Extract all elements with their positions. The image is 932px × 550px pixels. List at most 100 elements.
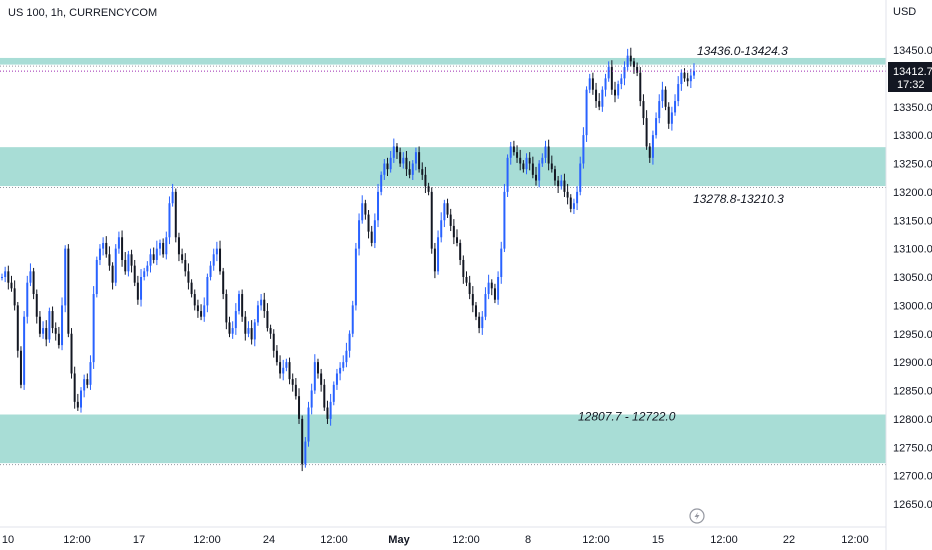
candle-body <box>440 220 443 238</box>
zone-band[interactable] <box>0 147 886 187</box>
candle-body <box>531 163 534 175</box>
y-tick-label: 12850.0 <box>893 386 932 398</box>
candle-body <box>92 294 95 363</box>
candle-body <box>421 169 424 175</box>
candle-body <box>310 390 313 408</box>
candle-body <box>386 163 389 170</box>
candle-body <box>405 157 408 170</box>
candle-body <box>209 265 212 277</box>
candle-body <box>10 282 13 289</box>
zone-band[interactable] <box>0 57 886 65</box>
candle-body <box>465 277 468 283</box>
candle-body <box>42 328 45 334</box>
candle-body <box>651 135 654 158</box>
y-tick-label: 12700.0 <box>893 471 932 483</box>
candle-body <box>288 362 291 380</box>
candle-body <box>4 271 7 277</box>
candle-body <box>658 101 661 119</box>
candle-body <box>111 265 114 283</box>
candle-body <box>484 294 487 317</box>
x-tick-label: 12:00 <box>193 534 221 546</box>
y-tick-label: 13100.0 <box>893 244 932 256</box>
candle-body <box>506 157 509 192</box>
candle-body <box>462 259 465 277</box>
candle-body <box>304 441 307 465</box>
candle-body <box>26 282 29 317</box>
x-tick-label: 8 <box>525 534 531 546</box>
candle-body <box>389 157 392 170</box>
candle-body <box>664 89 667 107</box>
candles-layer <box>1 47 695 472</box>
candle-body <box>354 248 357 306</box>
candle-body <box>598 101 601 107</box>
candle-body <box>279 362 282 374</box>
candle-body <box>579 163 582 192</box>
candle-body <box>569 197 572 209</box>
candle-body <box>481 316 484 329</box>
x-tick-label: 12:00 <box>710 534 738 546</box>
y-tick-label: 12650.0 <box>893 499 932 511</box>
candle-body <box>693 71 695 76</box>
candle-body <box>7 271 10 283</box>
candle-body <box>626 55 629 68</box>
candle-body <box>667 106 670 124</box>
candle-body <box>219 248 222 272</box>
candle-body <box>32 271 35 295</box>
x-tick-label: 24 <box>263 534 275 546</box>
candle-body <box>190 282 193 295</box>
candle-body <box>560 180 563 187</box>
candle-body <box>500 248 503 277</box>
candle-body <box>588 78 591 90</box>
candle-body <box>629 55 632 62</box>
candle-body <box>177 237 180 255</box>
candle-body <box>124 259 127 272</box>
candle-body <box>45 328 48 340</box>
candle-body <box>342 362 345 368</box>
candle-body <box>509 146 512 158</box>
price-tag-bg <box>888 62 932 92</box>
candle-body <box>29 271 32 283</box>
candle-body <box>471 294 474 306</box>
price-tag: 13412.7 17:32 <box>888 62 932 92</box>
candle-body <box>474 305 477 317</box>
candle-body <box>528 157 531 164</box>
candle-body <box>373 220 376 243</box>
candle-body <box>237 294 240 312</box>
candle-body <box>105 242 108 255</box>
candle-body <box>212 254 215 266</box>
candle-body <box>380 174 383 192</box>
zone-band[interactable] <box>0 414 886 464</box>
time-axis[interactable]: 10 12:00 17 12:00 24 12:00 May 12:00 8 12:00 15 12:… <box>2 534 869 546</box>
candle-body <box>291 379 294 385</box>
lightning-icon[interactable] <box>689 508 705 524</box>
candle-body <box>576 191 579 204</box>
candle-body <box>446 203 449 215</box>
candle-body <box>623 67 626 79</box>
candle-body <box>86 379 89 385</box>
y-tick-label: 13350.0 <box>893 102 932 114</box>
candle-body <box>23 316 26 385</box>
candle-body <box>231 328 234 334</box>
candle-body <box>478 316 481 329</box>
candle-body <box>358 220 361 249</box>
candle-body <box>121 237 124 260</box>
candle-body <box>563 180 566 192</box>
candle-body <box>162 242 165 255</box>
candle-body <box>155 248 158 260</box>
candle-body <box>497 277 500 300</box>
candle-body <box>572 203 575 209</box>
candle-body <box>250 328 253 340</box>
candle-body <box>95 259 98 295</box>
candle-body <box>200 311 203 317</box>
candle-body <box>383 163 386 175</box>
candle-body <box>544 146 547 158</box>
x-tick-label: May <box>388 534 410 546</box>
candle-body <box>206 277 209 306</box>
y-tick-label: 13150.0 <box>893 215 932 227</box>
candle-body <box>661 89 664 102</box>
candle-body <box>228 322 231 334</box>
candle-body <box>61 305 64 346</box>
candle-body <box>193 294 196 306</box>
candle-body <box>168 203 171 238</box>
y-tick-label: 12750.0 <box>893 442 932 454</box>
